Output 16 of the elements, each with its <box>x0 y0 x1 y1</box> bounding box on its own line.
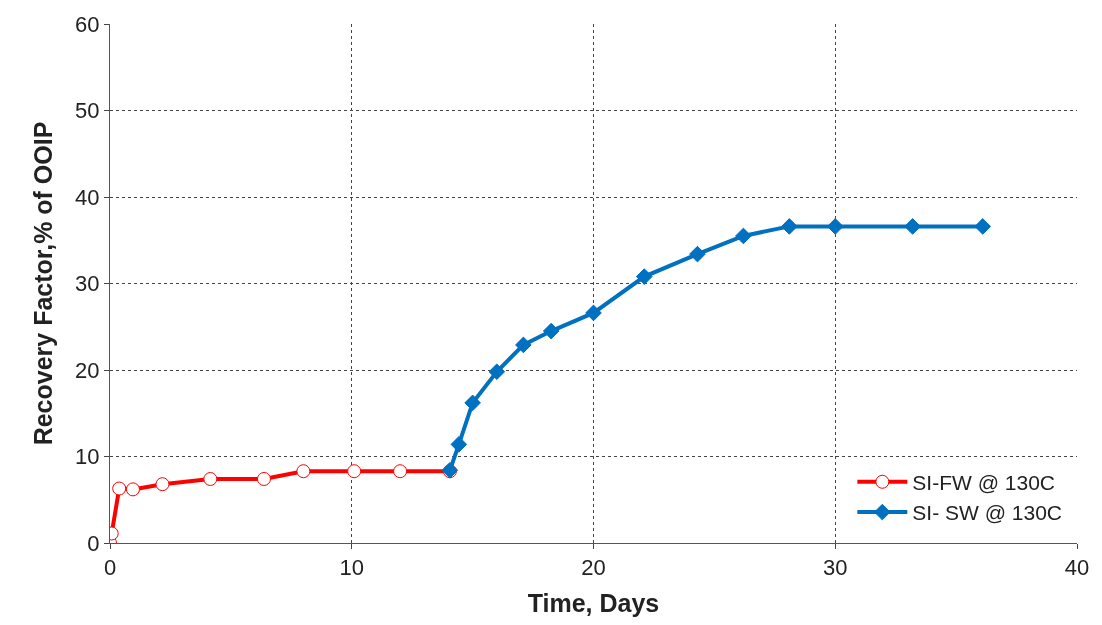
legend-label: SI-FW @ 130C <box>912 470 1056 494</box>
y-tick-label: 40 <box>75 184 100 210</box>
y-tick-label: 30 <box>75 271 100 297</box>
y-tick-label: 10 <box>75 444 100 470</box>
x-tick-label: 10 <box>339 555 364 581</box>
x-tick-label: 30 <box>823 555 848 581</box>
y-tick-label: 60 <box>75 11 100 37</box>
y-tick-label: 0 <box>87 530 100 556</box>
y-axis-title: Recovery Factor,% of OOIP <box>28 121 57 446</box>
y-tick-label: 50 <box>75 98 100 124</box>
x-tick-label: 40 <box>1064 555 1090 581</box>
y-tick-label: 20 <box>75 357 100 383</box>
x-tick-label: 0 <box>103 555 117 581</box>
x-axis-title: Time, Days <box>527 589 660 618</box>
x-tick-label: 20 <box>581 555 606 581</box>
legend-label: SI- SW @ 130C <box>912 501 1063 525</box>
